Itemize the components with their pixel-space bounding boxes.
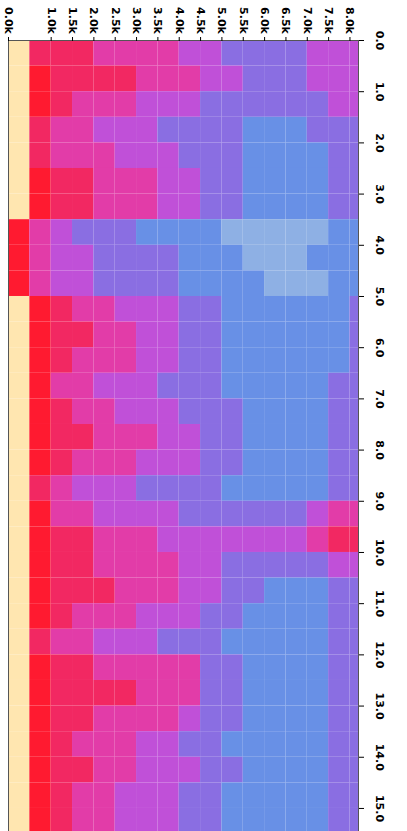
svg-text:0.0k: 0.0k	[2, 7, 15, 34]
svg-text:1.0k: 1.0k	[45, 7, 58, 34]
svg-text:4.0: 4.0	[373, 236, 386, 256]
svg-text:10.0: 10.0	[373, 539, 386, 566]
svg-text:7.0: 7.0	[373, 389, 386, 409]
svg-text:6.0k: 6.0k	[258, 7, 271, 34]
svg-text:1.5k: 1.5k	[66, 7, 79, 34]
svg-text:5.0k: 5.0k	[215, 7, 228, 34]
svg-text:6.0: 6.0	[373, 338, 386, 358]
svg-text:13.0: 13.0	[373, 692, 386, 719]
svg-text:4.5k: 4.5k	[194, 7, 207, 34]
svg-text:3.0k: 3.0k	[130, 7, 143, 34]
svg-text:2.0k: 2.0k	[87, 7, 100, 34]
svg-text:11.0: 11.0	[373, 590, 386, 617]
svg-text:15.0: 15.0	[373, 795, 386, 822]
svg-text:2.0: 2.0	[373, 133, 386, 153]
svg-text:9.0: 9.0	[373, 492, 386, 512]
svg-text:4.0k: 4.0k	[173, 7, 186, 34]
svg-text:3.5k: 3.5k	[151, 7, 164, 34]
svg-text:8.0k: 8.0k	[343, 7, 356, 34]
svg-text:12.0: 12.0	[373, 641, 386, 668]
svg-text:1.0: 1.0	[373, 82, 386, 102]
svg-text:7.0k: 7.0k	[301, 7, 314, 34]
svg-text:7.5k: 7.5k	[322, 7, 335, 34]
svg-text:8.0: 8.0	[373, 440, 386, 460]
svg-text:5.5k: 5.5k	[237, 7, 250, 34]
svg-text:3.0: 3.0	[373, 184, 386, 204]
svg-text:6.5k: 6.5k	[279, 7, 292, 34]
svg-text:14.0: 14.0	[373, 744, 386, 771]
svg-text:2.5k: 2.5k	[109, 7, 122, 34]
svg-text:5.0: 5.0	[373, 287, 386, 307]
svg-text:0.0: 0.0	[373, 31, 386, 51]
